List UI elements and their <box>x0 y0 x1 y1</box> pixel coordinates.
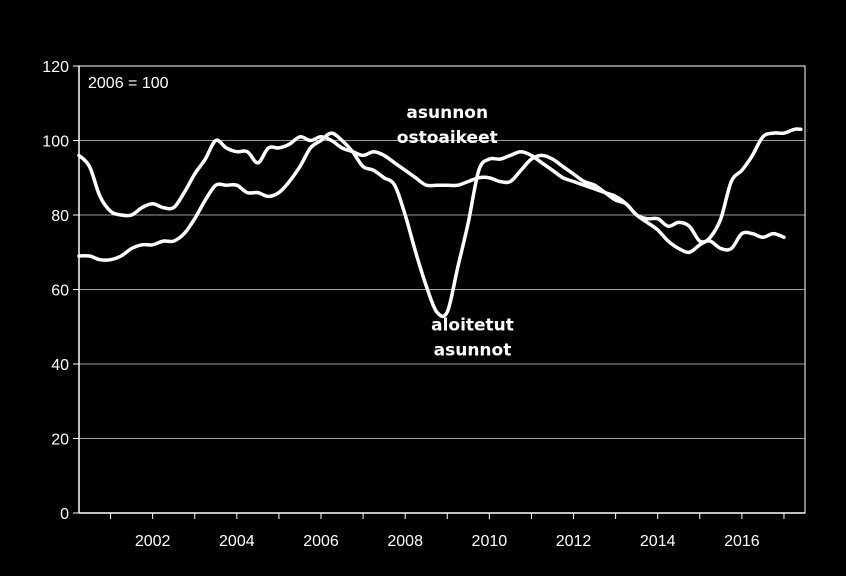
x-tick-label: 2012 <box>556 533 592 550</box>
x-tick-label: 2006 <box>303 533 339 550</box>
y-tick-label: 100 <box>42 134 69 151</box>
x-tick-label: 2002 <box>135 533 171 550</box>
series-label: aloitetut <box>431 315 514 335</box>
series-line-1 <box>77 135 786 252</box>
series-lines <box>77 127 803 319</box>
series-labels: asunnon ostoaikeet aloitetut asunnot <box>397 103 514 360</box>
series-label: ostoaikeet <box>397 128 498 148</box>
x-tick-label: 2008 <box>387 533 423 550</box>
y-tick-label: 0 <box>60 506 69 523</box>
y-tick-label: 120 <box>42 59 69 76</box>
series-label: asunnot <box>434 340 512 360</box>
x-axis: 2002 2004 2006 2008 2010 2012 2014 2016 <box>110 513 785 550</box>
y-axis: 0 20 40 60 80 100 120 <box>42 59 79 523</box>
x-tick-label: 2004 <box>219 533 255 550</box>
x-tick-label: 2014 <box>640 533 676 550</box>
plot-frame <box>78 65 806 514</box>
y-tick-label: 60 <box>51 283 69 300</box>
y-tick-label: 80 <box>51 208 69 225</box>
series-line-2 <box>77 127 803 319</box>
y-tick-label: 40 <box>51 357 69 374</box>
x-tick-label: 2010 <box>472 533 508 550</box>
index-note: 2006 = 100 <box>88 75 169 92</box>
x-tick-label: 2016 <box>724 533 760 550</box>
y-tick-label: 20 <box>51 432 69 449</box>
series-label: asunnon <box>406 103 488 123</box>
